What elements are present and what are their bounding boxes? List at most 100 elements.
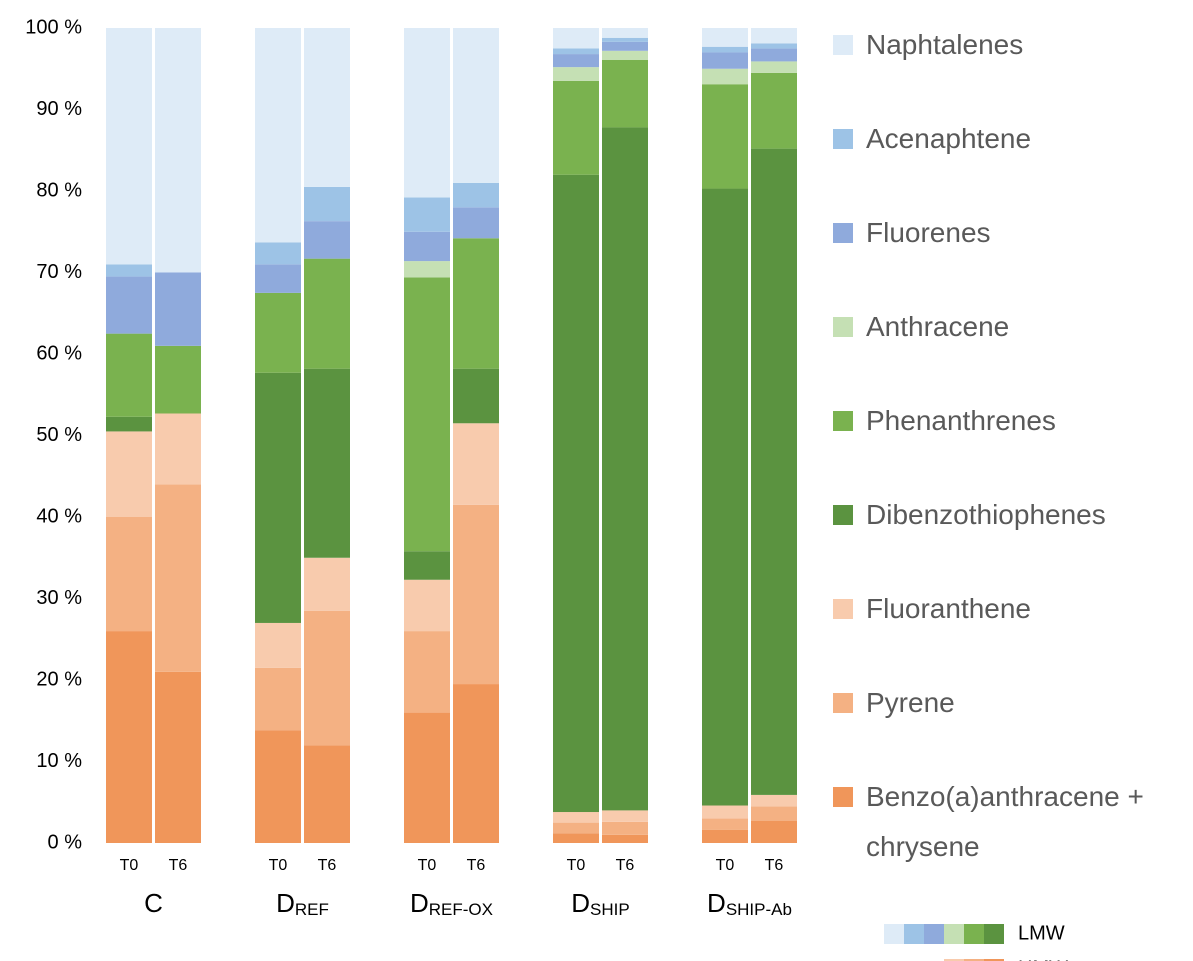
legend-swatch <box>833 787 853 807</box>
legend-label: Fluorenes <box>866 217 991 248</box>
bar-segment <box>702 68 748 85</box>
bar-segment <box>304 186 350 222</box>
bar-segment <box>702 84 748 189</box>
group-label-main: C <box>144 888 163 918</box>
y-tick-label: 30 % <box>36 587 82 609</box>
x-tick-label: T6 <box>616 857 635 874</box>
x-tick-label: T0 <box>567 857 586 874</box>
bar-segment <box>404 261 450 278</box>
group-label: DSHIP-Ab <box>707 888 792 920</box>
legend-label: Pyrene <box>866 687 955 718</box>
bar-segment <box>602 810 648 822</box>
bar-segment <box>453 423 499 505</box>
y-tick-label: 20 % <box>36 668 82 690</box>
bar-segment <box>106 276 152 334</box>
bar-segment <box>602 50 648 60</box>
bar-segment <box>453 504 499 685</box>
key-swatch <box>984 959 1004 961</box>
bar-segment <box>453 368 499 424</box>
bar-segment <box>404 231 450 262</box>
bar-segment <box>304 610 350 746</box>
key-swatch <box>944 924 964 944</box>
bar-segment <box>602 127 648 811</box>
bar-segment <box>702 829 748 843</box>
legend-label: Naphtalenes <box>866 29 1024 60</box>
bar-segment <box>553 833 599 843</box>
y-tick-label: 50 % <box>36 424 82 446</box>
bar-segment <box>155 413 201 485</box>
bar-segment <box>304 557 350 611</box>
key-swatch <box>924 924 944 944</box>
bar-segment <box>453 238 499 369</box>
group-label: DREF <box>276 888 329 920</box>
group-label-main: D <box>707 888 726 918</box>
group-label-sub: REF-OX <box>429 900 493 919</box>
group-label-main: D <box>410 888 429 918</box>
key-swatch <box>964 959 984 961</box>
bar-segment <box>404 579 450 632</box>
bar-segment <box>553 822 599 834</box>
bar-segment <box>702 818 748 830</box>
bar-segment <box>602 834 648 843</box>
y-tick-label: 70 % <box>36 261 82 283</box>
legend-label: Phenanthrenes <box>866 405 1056 436</box>
bar-segment <box>453 182 499 208</box>
bar-segment <box>404 277 450 552</box>
bar-segment <box>602 37 648 42</box>
bar-segment <box>404 197 450 232</box>
bar-segment <box>255 264 301 293</box>
y-tick-label: 60 % <box>36 342 82 364</box>
group-label-main: D <box>276 888 295 918</box>
bar-segment <box>155 671 201 843</box>
bar-segment <box>453 207 499 239</box>
bar-segment <box>751 72 797 149</box>
bar-segment <box>602 28 648 38</box>
bar-segment <box>106 431 152 517</box>
bar-segment <box>106 416 152 432</box>
legend-label: Anthracene <box>866 311 1010 342</box>
bar-segment <box>751 43 797 49</box>
bar-segment <box>255 28 301 243</box>
legend-label: Fluoranthene <box>866 593 1032 624</box>
bar-segment <box>255 242 301 265</box>
bar-segment <box>304 28 350 187</box>
x-tick-label: T0 <box>120 857 139 874</box>
bar-segment <box>751 28 797 44</box>
group-label: DSHIP <box>571 888 629 920</box>
x-tick-label: T0 <box>418 857 437 874</box>
y-tick-label: 0 % <box>48 831 83 853</box>
bar-segment <box>106 333 152 417</box>
bar-segment <box>751 794 797 807</box>
bar-segment <box>553 54 599 68</box>
group-label-sub: REF <box>295 900 329 919</box>
bar-segment <box>751 148 797 795</box>
bar-segment <box>155 272 201 346</box>
legend-label: Dibenzothiophenes <box>866 499 1106 530</box>
key-label: HMW <box>1018 957 1068 961</box>
bar-segment <box>553 174 599 813</box>
bar-segment <box>751 61 797 73</box>
bar-segment <box>702 28 748 47</box>
group-label-sub: SHIP-Ab <box>726 900 792 919</box>
legend-swatch <box>833 35 853 55</box>
bar-segment <box>702 188 748 806</box>
bar-segment <box>702 46 748 53</box>
bar-segment <box>404 28 450 198</box>
bar-segment <box>553 67 599 81</box>
key-label: LMW <box>1018 922 1065 944</box>
group-label: DREF-OX <box>410 888 493 920</box>
bar-segment <box>553 48 599 55</box>
y-tick-label: 90 % <box>36 98 82 120</box>
x-tick-label: T6 <box>169 857 188 874</box>
bar-segment <box>255 730 301 843</box>
bar-segment <box>751 48 797 62</box>
bar-segment <box>304 258 350 369</box>
bar-segment <box>106 517 152 632</box>
bar-segment <box>304 221 350 259</box>
legend-swatch <box>833 223 853 243</box>
bar-segment <box>255 372 301 623</box>
bar-segment <box>106 264 152 277</box>
bar-segment <box>106 28 152 265</box>
key-swatch <box>904 924 924 944</box>
